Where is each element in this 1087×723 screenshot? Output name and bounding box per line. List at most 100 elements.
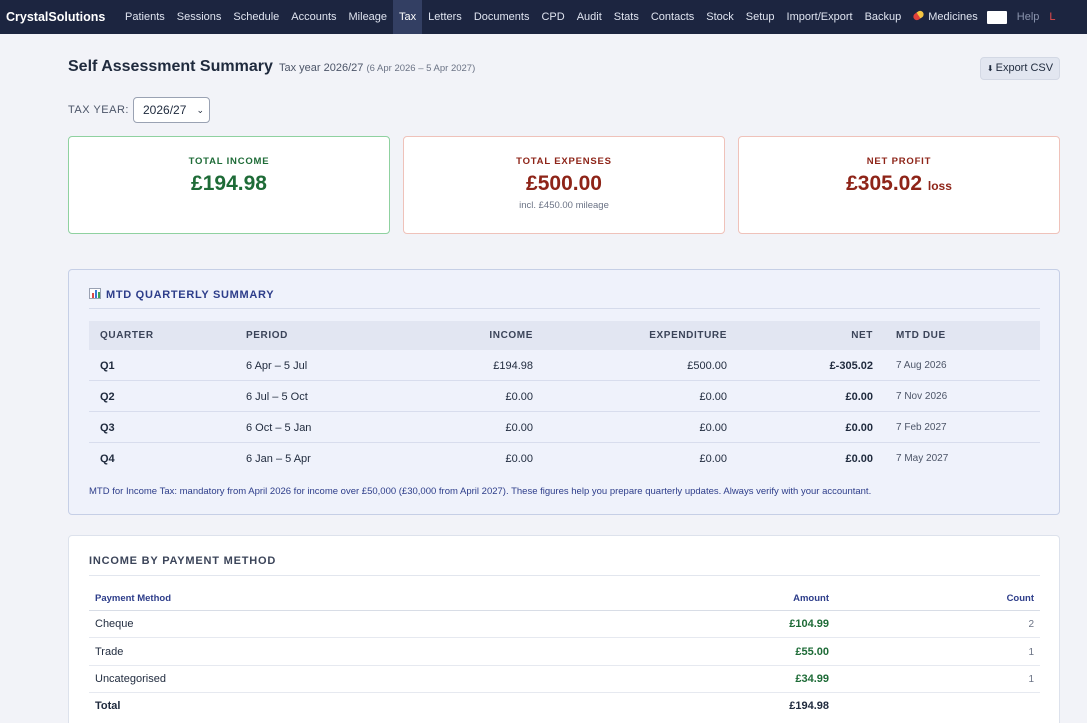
tax-year-select[interactable]: 2026/27 ⌄ bbox=[133, 97, 210, 123]
nav-item-contacts[interactable]: Contacts bbox=[650, 11, 695, 23]
nav-item-backup[interactable]: Backup bbox=[864, 11, 902, 23]
quarter-cell: Q1 bbox=[100, 360, 115, 372]
count-cell: 2 bbox=[1028, 619, 1034, 630]
amount-cell: £104.99 bbox=[789, 618, 829, 630]
download-icon: ⬇ bbox=[986, 64, 994, 73]
col-mtd-due: MTD DUE bbox=[896, 330, 946, 341]
total-expenses-label: TOTAL EXPENSES bbox=[516, 156, 612, 167]
income-cell: £0.00 bbox=[505, 422, 533, 434]
mileage-note: incl. £450.00 mileage bbox=[519, 200, 609, 211]
tax-year-text: Tax year 2026/27 bbox=[279, 62, 364, 74]
col-count: Count bbox=[1006, 593, 1034, 604]
nav-item-audit[interactable]: Audit bbox=[576, 11, 602, 23]
total-label: Total bbox=[95, 700, 121, 712]
table-row: Q2 6 Jul – 5 Oct £0.00 £0.00 £0.00 7 Nov… bbox=[89, 381, 1040, 412]
divider bbox=[89, 575, 1040, 576]
method-cell: Cheque bbox=[95, 618, 134, 630]
expenditure-cell: £0.00 bbox=[699, 391, 727, 403]
loss-tag: loss bbox=[927, 179, 952, 193]
due-cell: 7 Feb 2027 bbox=[896, 422, 947, 433]
brand-logo[interactable]: CrystalSolutions bbox=[6, 10, 106, 24]
nav-item-stock[interactable]: Stock bbox=[706, 11, 734, 23]
total-expenses-card: TOTAL EXPENSES £500.00 incl. £450.00 mil… bbox=[403, 136, 725, 234]
export-csv-button[interactable]: ⬇ Export CSV bbox=[980, 57, 1060, 80]
net-cell: £0.00 bbox=[845, 391, 873, 403]
expenditure-cell: £500.00 bbox=[687, 360, 727, 372]
net-profit-card: NET PROFIT £305.02 loss bbox=[738, 136, 1060, 234]
quarter-cell: Q3 bbox=[100, 422, 115, 434]
col-net: NET bbox=[851, 330, 873, 341]
col-amount: Amount bbox=[793, 593, 829, 604]
nav-item-sessions[interactable]: Sessions bbox=[176, 11, 222, 23]
mtd-title-text: MTD QUARTERLY SUMMARY bbox=[106, 289, 275, 301]
total-income-label: TOTAL INCOME bbox=[188, 156, 270, 167]
nav-item-medicines[interactable]: Medicines bbox=[907, 0, 984, 34]
mtd-title: MTD QUARTERLY SUMMARY bbox=[89, 288, 274, 301]
table-row: Q4 6 Jan – 5 Apr £0.00 £0.00 £0.00 7 May… bbox=[89, 443, 1040, 474]
expenditure-cell: £0.00 bbox=[699, 422, 727, 434]
nav-item-truncated[interactable]: L bbox=[1049, 11, 1056, 23]
tax-year-subtitle: Tax year 2026/27 (6 Apr 2026 – 5 Apr 202… bbox=[279, 62, 475, 74]
payment-table-header: Payment Method Amount Count bbox=[89, 592, 1040, 611]
total-income-card: TOTAL INCOME £194.98 bbox=[68, 136, 390, 234]
amount-cell: £55.00 bbox=[795, 646, 829, 658]
nav-item-help[interactable]: Help bbox=[1016, 11, 1040, 23]
tax-year-range: (6 Apr 2026 – 5 Apr 2027) bbox=[366, 63, 476, 74]
net-cell: £0.00 bbox=[845, 453, 873, 465]
export-csv-label: Export CSV bbox=[995, 62, 1054, 74]
mtd-table-header: QUARTER PERIOD INCOME EXPENDITURE NET MT… bbox=[89, 321, 1040, 350]
nav-item-tax[interactable]: Tax bbox=[393, 0, 423, 34]
page-title: Self Assessment Summary bbox=[68, 58, 273, 75]
nav-blank-box[interactable] bbox=[986, 10, 1007, 24]
amount-cell: £34.99 bbox=[795, 673, 829, 685]
total-income-value: £194.98 bbox=[191, 172, 267, 195]
total-row: Total £194.98 bbox=[89, 693, 1040, 720]
due-cell: 7 Nov 2026 bbox=[896, 391, 948, 402]
nav-item-setup[interactable]: Setup bbox=[745, 11, 775, 23]
net-profit-label: NET PROFIT bbox=[866, 156, 932, 167]
col-period: PERIOD bbox=[246, 330, 288, 341]
table-row: Q1 6 Apr – 5 Jul £194.98 £500.00 £-305.0… bbox=[89, 350, 1040, 381]
due-cell: 7 Aug 2026 bbox=[896, 360, 947, 371]
income-cell: £0.00 bbox=[505, 453, 533, 465]
nav-item-patients[interactable]: Patients bbox=[125, 11, 165, 23]
top-nav: CrystalSolutions Patients Sessions Sched… bbox=[0, 0, 1087, 34]
tax-year-label: TAX YEAR: bbox=[68, 104, 129, 116]
nav-item-stats[interactable]: Stats bbox=[613, 11, 639, 23]
expenditure-cell: £0.00 bbox=[699, 453, 727, 465]
nav-medicines-label: Medicines bbox=[928, 11, 978, 23]
table-row: Q3 6 Oct – 5 Jan £0.00 £0.00 £0.00 7 Feb… bbox=[89, 412, 1040, 443]
quarter-cell: Q4 bbox=[100, 453, 115, 465]
count-cell: 1 bbox=[1028, 674, 1034, 685]
col-expenditure: EXPENDITURE bbox=[649, 330, 727, 341]
nav-item-cpd[interactable]: CPD bbox=[541, 11, 565, 23]
pill-icon bbox=[912, 9, 926, 22]
nav-item-accounts[interactable]: Accounts bbox=[291, 11, 337, 23]
income-by-payment-panel: INCOME BY PAYMENT METHOD Payment Method … bbox=[68, 535, 1060, 723]
nav-item-letters[interactable]: Letters bbox=[428, 11, 462, 23]
table-row: Uncategorised £34.99 1 bbox=[89, 666, 1040, 693]
income-cell: £0.00 bbox=[505, 391, 533, 403]
nav-item-schedule[interactable]: Schedule bbox=[233, 11, 280, 23]
chevron-down-icon: ⌄ bbox=[196, 105, 204, 115]
total-expenses-value: £500.00 bbox=[526, 172, 602, 195]
due-cell: 7 May 2027 bbox=[896, 453, 949, 464]
quarter-cell: Q2 bbox=[100, 391, 115, 403]
table-row: Cheque £104.99 2 bbox=[89, 611, 1040, 638]
nav-item-mileage[interactable]: Mileage bbox=[348, 11, 388, 23]
col-quarter: QUARTER bbox=[100, 330, 154, 341]
net-profit-value-wrap: £305.02 loss bbox=[739, 172, 1059, 196]
nav-item-documents[interactable]: Documents bbox=[473, 11, 530, 23]
divider bbox=[89, 308, 1040, 309]
nav-item-import-export[interactable]: Import/Export bbox=[786, 11, 853, 23]
net-cell: £-305.02 bbox=[829, 360, 873, 372]
col-payment-method: Payment Method bbox=[95, 593, 172, 604]
tax-year-selected-value: 2026/27 bbox=[143, 103, 187, 117]
count-cell: 1 bbox=[1028, 647, 1034, 658]
col-income: INCOME bbox=[489, 330, 533, 341]
total-amount: £194.98 bbox=[789, 700, 829, 712]
period-cell: 6 Jan – 5 Apr bbox=[246, 453, 311, 465]
bar-chart-icon bbox=[89, 288, 101, 299]
period-cell: 6 Jul – 5 Oct bbox=[246, 391, 308, 403]
method-cell: Uncategorised bbox=[95, 673, 166, 685]
